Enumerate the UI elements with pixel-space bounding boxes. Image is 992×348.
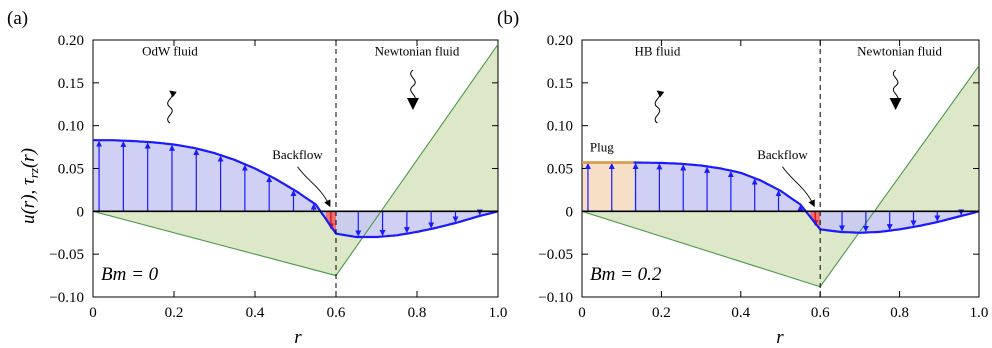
left-fluid-label: HB fluid: [634, 43, 680, 58]
left-fluid-label: OdW fluid: [142, 43, 198, 58]
wavy-down-arrow: [889, 69, 902, 110]
x-tick-label: 0.8: [890, 305, 909, 321]
panel-label: (a): [7, 8, 28, 29]
x-tick-label: 0.6: [811, 305, 830, 321]
bm-label: Bm = 0.2: [590, 264, 662, 285]
y-tick-label: 0: [77, 204, 85, 220]
y-tick-label: 0.10: [547, 119, 573, 135]
x-tick-label: 0: [89, 305, 97, 321]
velocity-fill-inner: [93, 140, 336, 234]
plug-fill: [582, 162, 634, 212]
y-tick-label: 0.15: [58, 76, 84, 92]
y-tick-label: −0.10: [49, 290, 84, 306]
bm-label: Bm = 0: [101, 264, 159, 285]
x-tick-label: 0.4: [731, 305, 750, 321]
y-tick-label: 0.20: [547, 33, 573, 49]
panel-a: −0.10 −0.05 0 0.05 0.10 0.15 0.20 0 0.2 0.4 0.6 0.8…: [7, 8, 507, 348]
x-tick-label: 0.4: [246, 305, 265, 321]
y-tick-label: −0.05: [538, 247, 573, 263]
y-tick-label: 0.20: [58, 33, 84, 49]
panel-label: (b): [497, 8, 519, 29]
right-fluid-label: Newtonian fluid: [857, 43, 942, 58]
backflow-label: Backflow: [757, 147, 808, 162]
x-tick-label: 1.0: [489, 305, 508, 321]
x-tick-label: 0.6: [327, 305, 346, 321]
wavy-up-arrow: [167, 90, 177, 124]
y-axis-label: u(r), τrz(r): [18, 148, 41, 224]
velocity-fill-outer: [336, 211, 498, 237]
x-tick-label: 0.2: [165, 305, 184, 321]
y-tick-label: 0.05: [547, 162, 573, 178]
y-tick-label: −0.10: [538, 290, 573, 306]
velocity-curve: [582, 161, 980, 234]
x-tick-label: 0.8: [408, 305, 427, 321]
x-axis-label: r: [294, 327, 302, 348]
wavy-up-arrow: [654, 90, 665, 124]
backflow-pointer: [297, 166, 331, 208]
x-tick-label: 0: [578, 305, 586, 321]
x-axis-label: r: [776, 327, 784, 348]
velocity-curve: [93, 139, 499, 239]
backflow-pointer: [782, 166, 815, 208]
velocity-fill-inner: [633, 162, 821, 230]
right-fluid-label: Newtonian fluid: [375, 43, 460, 58]
backflow-label: Backflow: [272, 147, 323, 162]
y-tick-label: 0.05: [58, 162, 84, 178]
y-tick-label: 0.10: [58, 119, 84, 135]
x-tick-label: 1.0: [970, 305, 989, 321]
y-tick-label: 0.15: [547, 76, 573, 92]
y-tick-label: −0.05: [49, 247, 84, 263]
y-tick-label: 0: [566, 204, 574, 220]
panel-b: −0.10 −0.05 0 0.05 0.10 0.15 0.20 0 0.2 0.4 0.6 0.8…: [497, 8, 988, 348]
x-tick-label: 0.2: [652, 305, 671, 321]
plug-label: Plug: [590, 139, 614, 154]
wavy-down-arrow: [406, 69, 419, 110]
